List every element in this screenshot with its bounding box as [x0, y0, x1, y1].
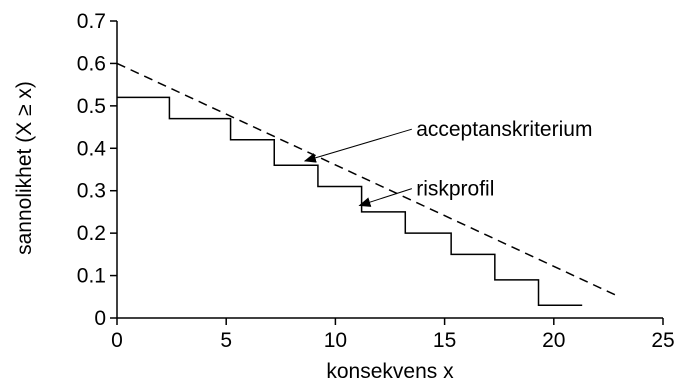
y-tick-label: 0.1 — [77, 265, 106, 288]
tick-labels: 0 0.1 0.2 0.3 0.4 0.5 0.6 0.7 0 5 10 15 20 25 — [77, 10, 675, 352]
y-tick-label: 0.6 — [77, 52, 106, 75]
y-tick-label: 0.5 — [77, 95, 106, 118]
x-tick-label: 0 — [111, 329, 123, 352]
acceptanskriterium-dashed-line — [116, 62, 620, 298]
y-axis-title: sannolikhet (X ≥ x) — [13, 81, 36, 255]
y-tick-label: 0.3 — [77, 180, 106, 203]
y-tick-label: 0.4 — [77, 137, 107, 160]
annotation-label: riskprofil — [416, 178, 494, 201]
x-tick-label: 15 — [433, 329, 456, 352]
x-tick-label: 10 — [324, 329, 347, 352]
x-tick-label: 25 — [651, 329, 674, 352]
annotation-arrow — [303, 128, 412, 163]
annotation-arrow — [358, 188, 412, 207]
x-tick-label: 20 — [542, 329, 565, 352]
y-tick-label: 0 — [94, 307, 106, 330]
x-tick-label: 5 — [220, 329, 232, 352]
plot-area — [116, 62, 620, 307]
axes — [110, 20, 664, 325]
y-tick-label: 0.7 — [77, 10, 106, 33]
x-axis-title: konsekvens x — [326, 360, 454, 383]
annotations: acceptanskriterium riskprofil — [303, 118, 592, 207]
annotation-label: acceptanskriterium — [416, 118, 592, 141]
y-tick-label: 0.2 — [77, 222, 106, 245]
